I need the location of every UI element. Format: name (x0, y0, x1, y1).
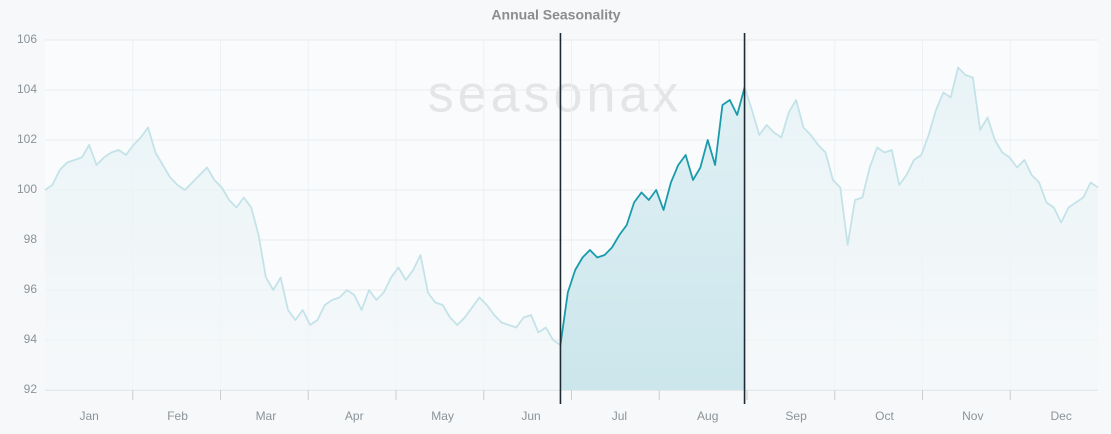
line (44, 66, 1099, 346)
x-tick-label: Dec (1051, 409, 1072, 423)
x-tick-label: Jun (521, 409, 540, 423)
y-tick-label: 98 (24, 232, 38, 246)
y-tick-label: 100 (17, 182, 37, 196)
x-tick-label: Sep (785, 409, 807, 423)
x-tick-label: Jul (612, 409, 627, 423)
y-tick-label: 96 (24, 282, 38, 296)
x-tick-label: Mar (256, 409, 277, 423)
area (45, 67, 1098, 390)
y-tick-label: 94 (24, 332, 38, 346)
watermark: seasonax (428, 66, 683, 124)
y-tick-label: 104 (17, 82, 37, 96)
x-tick-label: Oct (875, 409, 894, 423)
y-tick-label: 102 (17, 132, 37, 146)
y-tick-label: 106 (17, 32, 37, 46)
y-tick-label: 92 (24, 382, 38, 396)
x-tick-label: Aug (697, 409, 718, 423)
highlight-area (560, 87, 745, 390)
x-tick-label: Nov (962, 409, 983, 423)
x-tick-label: May (431, 409, 454, 423)
x-tick-label: Feb (167, 409, 188, 423)
chart-title: Annual Seasonality (491, 7, 620, 23)
x-tick-label: Apr (345, 409, 364, 423)
x-tick-label: Jan (80, 409, 99, 423)
